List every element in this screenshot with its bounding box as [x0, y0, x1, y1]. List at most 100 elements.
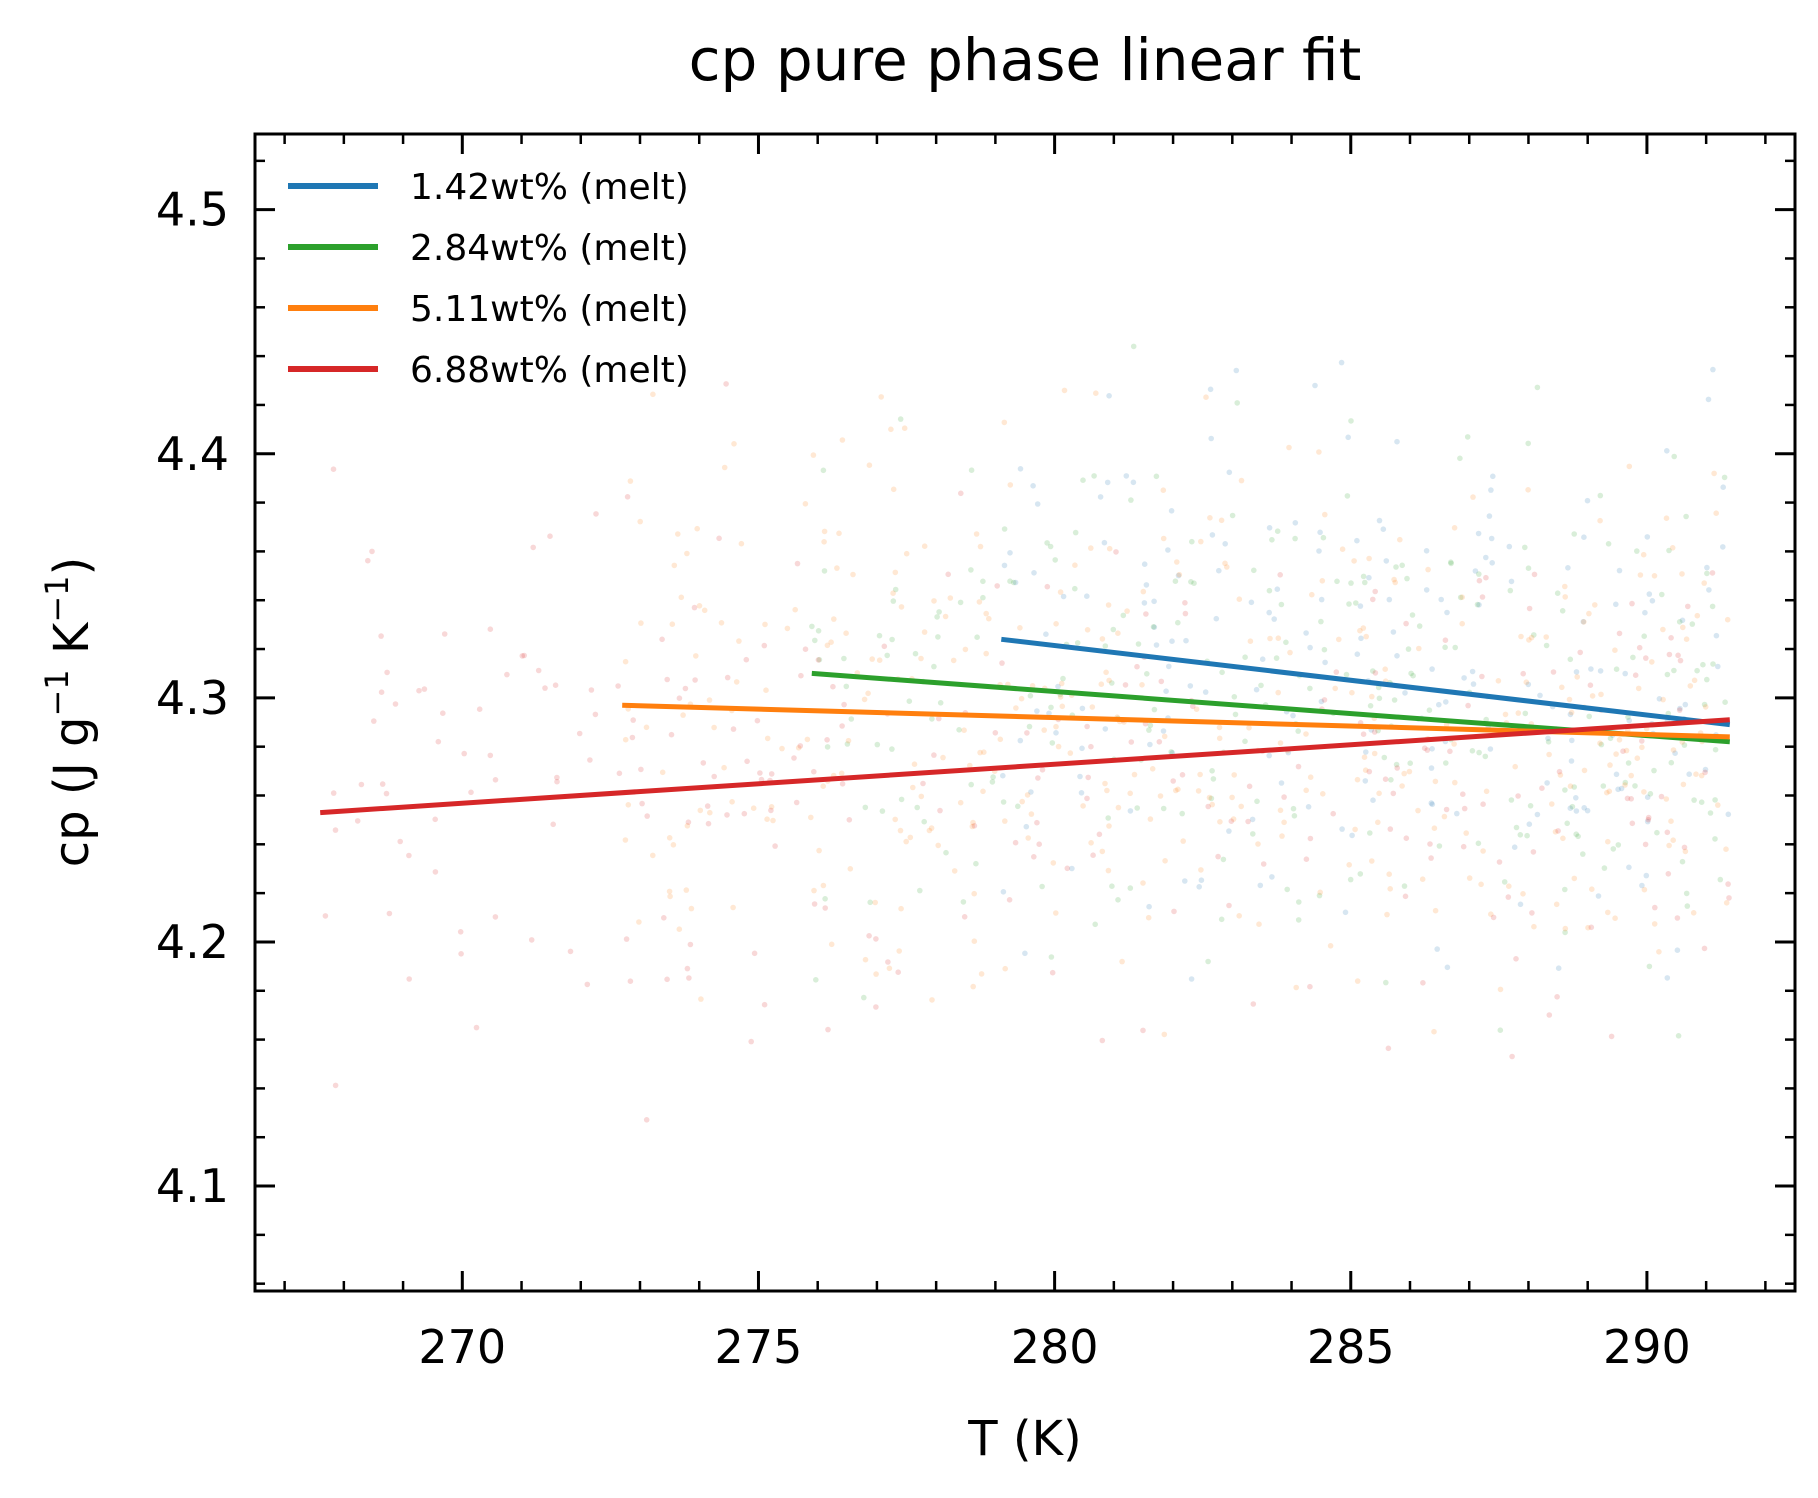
scatter-point: [1130, 479, 1137, 486]
scatter-point: [1401, 883, 1408, 889]
scatter-point: [1205, 803, 1211, 810]
scatter-point: [1634, 548, 1640, 554]
scatter-point: [1284, 886, 1290, 893]
scatter-point: [1674, 947, 1681, 953]
scatter-point: [1255, 841, 1261, 847]
scatter-point: [1006, 897, 1013, 903]
scatter-point: [693, 653, 699, 659]
scatter-point: [918, 793, 925, 800]
scatter-point: [839, 723, 845, 729]
scatter-point: [1630, 654, 1636, 661]
scatter-point: [1140, 880, 1146, 886]
scatter-point: [1151, 624, 1158, 630]
scatter-point: [1615, 842, 1622, 848]
scatter-point: [1476, 577, 1483, 584]
scatter-point: [371, 718, 377, 724]
legend-item-1: 1.42wt% (melt): [288, 167, 689, 208]
scatter-point: [1349, 832, 1355, 839]
scatter-point: [973, 860, 979, 867]
scatter-point: [1072, 529, 1079, 536]
scatter-point: [1425, 566, 1431, 573]
scatter-point: [1260, 861, 1267, 867]
scatter-point: [1622, 782, 1628, 788]
scatter-point: [1336, 636, 1342, 643]
scatter-point: [820, 783, 826, 789]
scatter-point: [1144, 671, 1150, 677]
scatter-point: [1283, 639, 1289, 646]
scatter-point: [1651, 573, 1658, 579]
scatter-point: [1380, 526, 1387, 532]
scatter-point: [921, 543, 928, 549]
scatter-point: [1408, 670, 1414, 677]
scatter-point: [1031, 570, 1037, 576]
scatter-point: [1393, 761, 1400, 768]
scatter-point: [636, 919, 642, 925]
scatter-point: [1407, 760, 1413, 766]
scatter-point: [1656, 696, 1663, 702]
scatter-point: [874, 741, 881, 748]
scatter-point: [1571, 875, 1578, 882]
scatter-point: [1720, 544, 1726, 550]
scatter-point: [1012, 579, 1019, 586]
scatter-point: [1357, 603, 1364, 609]
scatter-point: [716, 535, 722, 542]
scatter-point: [1483, 574, 1489, 581]
scatter-point: [1290, 712, 1296, 719]
scatter-point: [1476, 602, 1482, 608]
scatter-point: [1319, 578, 1326, 584]
scatter-point: [1668, 635, 1674, 641]
scatter-point: [1222, 541, 1228, 547]
scatter-point: [1676, 619, 1683, 625]
scatter-point: [1431, 1028, 1437, 1035]
scatter-point: [906, 698, 913, 704]
scatter-point: [917, 887, 923, 894]
scatter-point: [1044, 540, 1050, 546]
scatter-point: [1307, 685, 1313, 692]
scatter-point: [935, 634, 941, 640]
scatter-point: [1160, 535, 1167, 542]
scatter-point: [867, 899, 873, 906]
scatter-point: [1305, 804, 1312, 810]
scatter-point: [1354, 776, 1361, 783]
scatter-point: [1303, 630, 1309, 636]
scatter-point: [1362, 778, 1369, 784]
scatter-point: [828, 639, 834, 645]
scatter-point: [461, 750, 468, 757]
scatter-point: [687, 941, 694, 948]
scatter-point: [1642, 841, 1649, 848]
scatter-point: [1330, 810, 1336, 817]
scatter-point: [1007, 550, 1013, 556]
scatter-point: [1507, 587, 1514, 594]
scatter-point: [1175, 572, 1182, 579]
scatter-point: [885, 959, 891, 965]
scatter-point: [1628, 796, 1634, 802]
scatter-point: [1452, 779, 1458, 786]
scatter-point: [1522, 544, 1528, 551]
scatter-point: [764, 816, 770, 822]
scatter-point: [1376, 517, 1383, 524]
scatter-point: [1333, 669, 1340, 675]
scatter-point: [1586, 713, 1592, 720]
y-tick-label: 4.3: [156, 671, 229, 725]
scatter-point: [1197, 771, 1203, 778]
scatter-point: [593, 511, 599, 517]
scatter-point: [1097, 494, 1104, 500]
scatter-point: [1641, 886, 1648, 893]
scatter-point: [1562, 594, 1568, 600]
scatter-point: [1383, 979, 1389, 986]
scatter-point: [1088, 545, 1094, 551]
scatter-point: [1701, 945, 1708, 952]
scatter-point: [1176, 571, 1183, 578]
scatter-point: [1206, 794, 1213, 801]
scatter-point: [968, 567, 974, 573]
scatter-point: [1524, 832, 1530, 839]
scatter-point: [816, 847, 822, 854]
scatter-point: [1474, 601, 1481, 608]
scatter-point: [624, 494, 631, 500]
scatter-point: [1658, 793, 1665, 800]
scatter-point: [1423, 587, 1430, 593]
scatter-point: [1387, 826, 1394, 832]
scatter-point: [1309, 591, 1315, 598]
scatter-point: [322, 913, 329, 919]
scatter-point: [1344, 493, 1351, 499]
